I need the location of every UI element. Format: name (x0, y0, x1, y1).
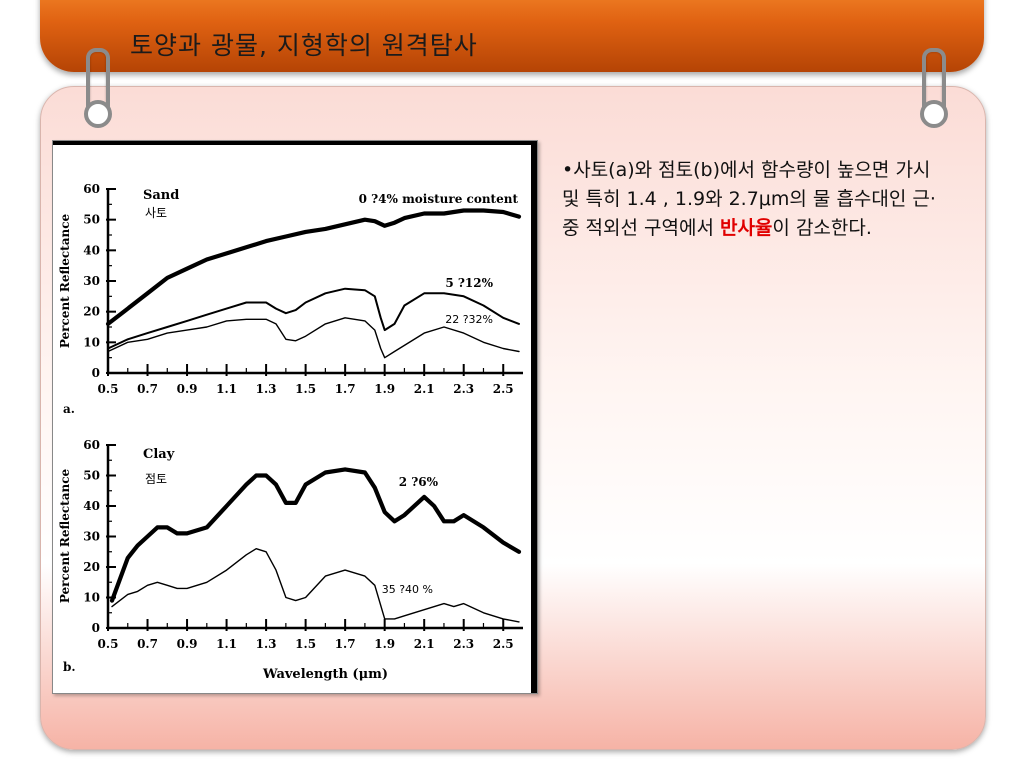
frame-right-border (531, 141, 537, 693)
x-tick-label: 1.1 (216, 637, 237, 651)
chart-figure: 0 10 20 30 40 50 60 0.5 0.7 0.9 1.1 1.3 1.5 1.7 1.9 2.1… (52, 140, 538, 694)
x-tick-label: 0.7 (137, 382, 158, 396)
bullet-text-before: 사토(a)와 점토(b)에서 함수량이 높으면 가시 및 특히 1.4 , 1.… (562, 159, 936, 239)
x-tick-label: 0.5 (98, 382, 119, 396)
y-tick-label: 50 (83, 213, 100, 227)
binder-ring-right-icon (920, 48, 948, 128)
series-label: 2 ?6% (399, 475, 439, 489)
series-line (107, 317, 520, 359)
series-label: 35 ?40 % (382, 583, 433, 596)
binder-ring-left-icon (84, 48, 112, 128)
series-line (105, 208, 522, 326)
y-tick-label: 20 (83, 305, 100, 319)
series-label: 22 ?32% (445, 313, 493, 326)
x-tick-label: 0.9 (177, 637, 198, 651)
panel-label: b. (63, 660, 76, 674)
panel-title: Clay (143, 447, 175, 462)
frame-top-border (53, 141, 531, 145)
panel-label: a. (63, 402, 75, 416)
series-label: 5 ?12% (445, 276, 493, 290)
y-tick-label: 50 (83, 469, 100, 483)
bullet-text-after: 이 감소한다. (772, 217, 872, 239)
x-tick-label: 2.3 (453, 382, 474, 396)
y-tick-label: 40 (83, 499, 100, 513)
panel-title: Sand (143, 188, 179, 203)
x-tick-label: 2.3 (453, 637, 474, 651)
x-tick-label: 1.5 (295, 382, 316, 396)
y-axis-label: Percent Reflectance (58, 213, 72, 348)
y-tick-label: 60 (83, 182, 100, 196)
x-tick-label: 2.5 (493, 382, 514, 396)
bullet-highlight: 반사율 (719, 217, 773, 239)
series-label: 0 ?4% moisture content (359, 192, 519, 206)
x-tick-label: 1.3 (256, 637, 277, 651)
series-line (111, 548, 520, 623)
bullet-paragraph: •사토(a)와 점토(b)에서 함수량이 높으면 가시 및 특히 1.4 , 1… (562, 156, 952, 243)
x-tick-label: 2.5 (493, 637, 514, 651)
y-tick-label: 20 (83, 560, 100, 574)
x-tick-label: 2.1 (414, 382, 435, 396)
x-tick-label: 1.5 (295, 637, 316, 651)
series-line (109, 467, 522, 603)
x-tick-label: 2.1 (414, 637, 435, 651)
bullet-marker: • (562, 159, 574, 181)
y-axis-label: Percent Reflectance (58, 468, 72, 603)
y-tick-label: 10 (83, 335, 100, 349)
y-tick-label: 40 (83, 243, 100, 257)
x-tick-label: 1.9 (374, 637, 395, 651)
x-tick-label: 1.7 (335, 637, 356, 651)
y-tick-label: 0 (92, 366, 100, 380)
x-tick-label: 0.7 (137, 637, 158, 651)
y-tick-label: 10 (83, 591, 100, 605)
series-line (107, 287, 520, 350)
y-tick-label: 60 (83, 438, 100, 452)
chart-svg: 0 10 20 30 40 50 60 0.5 0.7 0.9 1.1 1.3 1.5 1.7 1.9 2.1… (58, 182, 523, 682)
x-tick-label: 1.1 (216, 382, 237, 396)
x-tick-label: 1.7 (335, 382, 356, 396)
y-tick-label: 30 (83, 530, 100, 544)
slide-title: 토양과 광물, 지형학의 원격탐사 (130, 31, 478, 60)
y-tick-label: 0 (92, 621, 100, 635)
x-tick-label: 0.5 (98, 637, 119, 651)
panel-title-korean: 사토 (145, 206, 167, 220)
x-tick-label: 1.3 (256, 382, 277, 396)
y-tick-label: 30 (83, 274, 100, 288)
x-tick-label: 1.9 (374, 382, 395, 396)
x-tick-label: 0.9 (177, 382, 198, 396)
title-banner (40, 0, 984, 72)
x-axis-label: Wavelength (μm) (262, 667, 388, 682)
panel-title-korean: 점토 (145, 472, 167, 486)
